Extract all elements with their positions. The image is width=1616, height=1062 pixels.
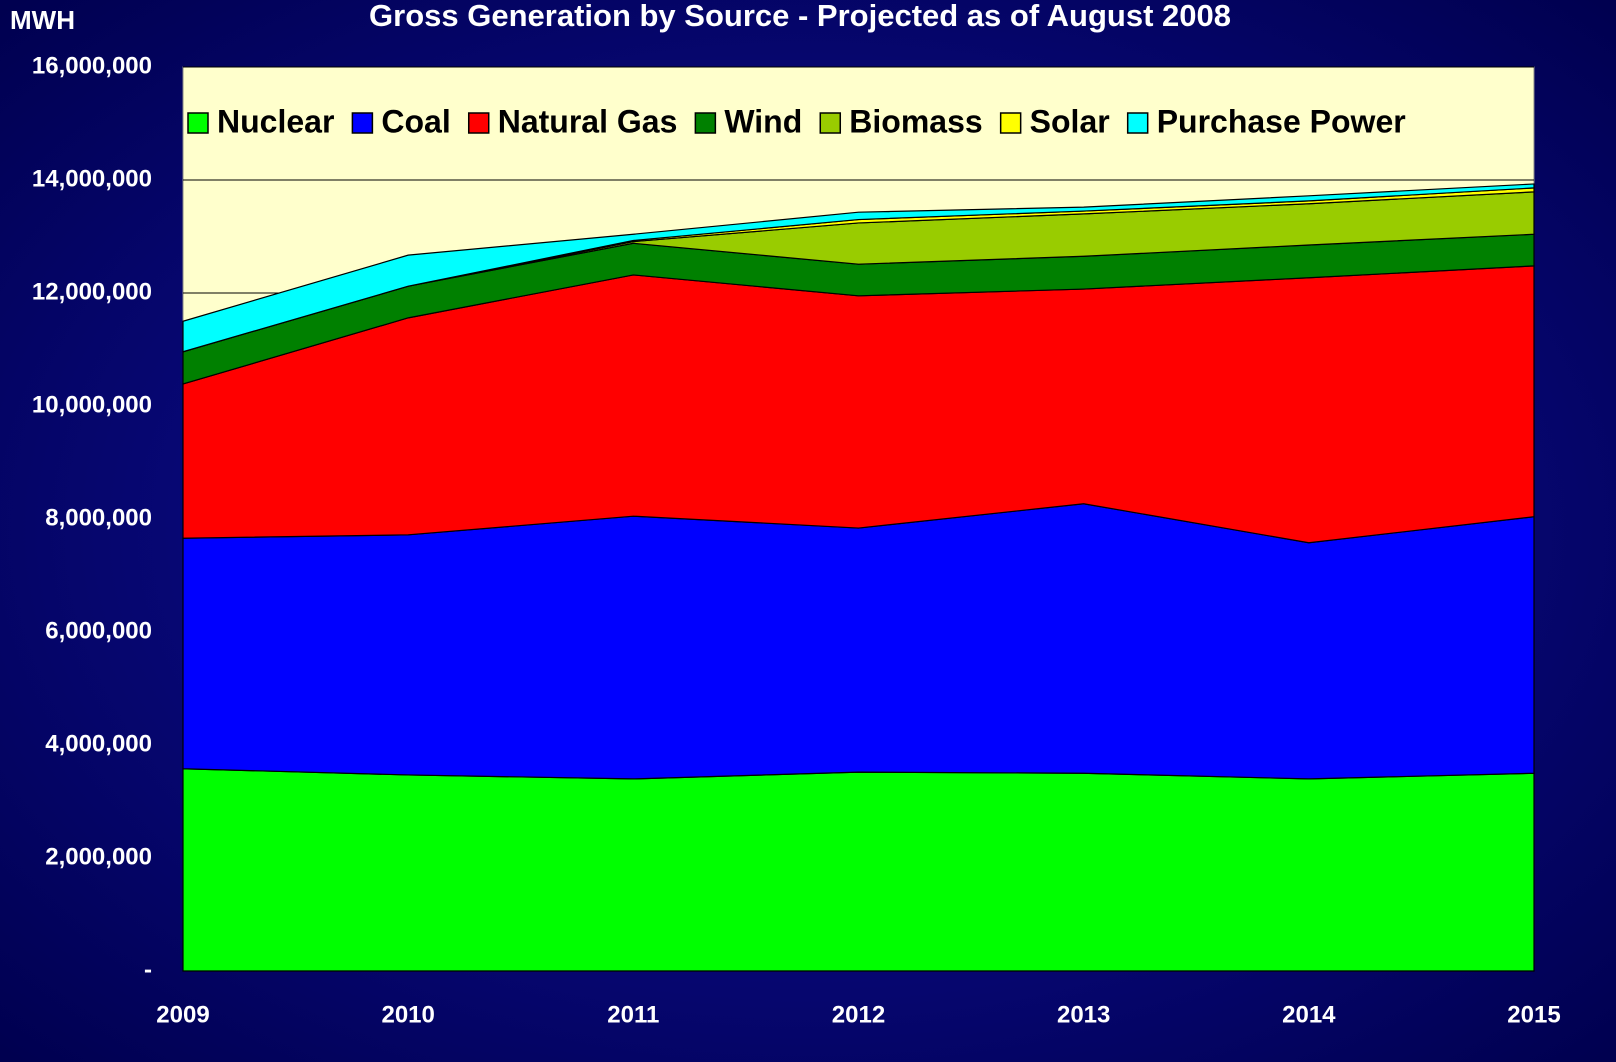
y-tick-label: 14,000,000 bbox=[32, 165, 152, 192]
y-axis-label: MWH bbox=[10, 5, 75, 35]
y-tick-label: 8,000,000 bbox=[45, 504, 152, 531]
area bbox=[182, 503, 1535, 780]
legend-label: Natural Gas bbox=[498, 103, 678, 139]
x-tick-label: 2015 bbox=[1507, 1001, 1560, 1028]
y-tick-label: - bbox=[144, 956, 152, 983]
legend-label: Solar bbox=[1030, 103, 1110, 139]
legend-swatch bbox=[467, 112, 490, 134]
area bbox=[182, 768, 1535, 972]
x-tick-label: 2010 bbox=[381, 1001, 434, 1028]
legend-label: Coal bbox=[381, 103, 450, 139]
legend-swatch bbox=[187, 112, 209, 134]
area bbox=[182, 183, 1535, 353]
legend-swatch bbox=[351, 112, 374, 134]
y-tick-label: 10,000,000 bbox=[32, 391, 152, 418]
legend-swatch bbox=[694, 112, 717, 134]
legend-label: Biomass bbox=[849, 103, 982, 139]
y-tick-label: 4,000,000 bbox=[45, 730, 152, 757]
x-tick-label: 2012 bbox=[832, 1001, 885, 1028]
y-tick-label: 12,000,000 bbox=[32, 278, 152, 305]
legend-label: Wind bbox=[724, 103, 802, 139]
x-tick-label: 2014 bbox=[1282, 1001, 1336, 1028]
legend-label: Nuclear bbox=[217, 103, 334, 139]
x-tick-label: 2011 bbox=[607, 1001, 659, 1028]
legend-swatch bbox=[819, 112, 842, 134]
x-tick-label: 2013 bbox=[1057, 1001, 1110, 1028]
chart-title: Gross Generation by Source - Projected a… bbox=[369, 0, 1231, 33]
x-tick-label: 2009 bbox=[156, 1001, 209, 1028]
y-tick-label: 6,000,000 bbox=[45, 617, 152, 644]
y-tick-label: 16,000,000 bbox=[32, 52, 152, 79]
legend-label: Purchase Power bbox=[1157, 103, 1406, 139]
y-tick-label: 2,000,000 bbox=[45, 843, 152, 870]
legend-swatch bbox=[1126, 112, 1149, 134]
legend-swatch bbox=[999, 112, 1022, 134]
